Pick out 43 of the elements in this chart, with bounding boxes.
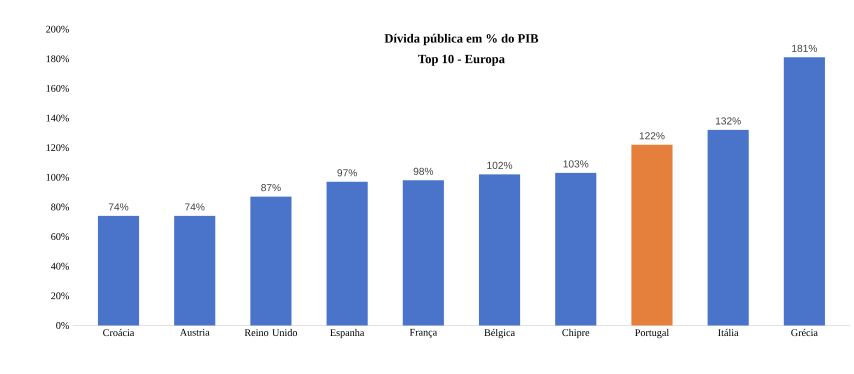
bar	[708, 130, 749, 326]
data-label: 122%	[640, 132, 665, 140]
x-tick-label: Bélgica	[484, 328, 515, 338]
y-tick-label: 140%	[46, 114, 70, 122]
x-tick-label: Espanha	[330, 328, 364, 338]
bar	[98, 216, 140, 326]
x-tick-label: Portugal	[635, 328, 669, 338]
x-tick-label: Reino Unido	[244, 328, 298, 336]
chart-title: Dívida pública em % do PIB	[384, 34, 538, 46]
y-tick-label: 40%	[50, 262, 70, 270]
data-label: 97%	[337, 169, 357, 176]
data-label: 102%	[487, 162, 512, 169]
data-label: 132%	[716, 117, 741, 125]
text: Top 10 - Europa	[418, 54, 505, 66]
y-tick-label: 100%	[46, 174, 70, 181]
bar	[555, 172, 596, 326]
y-tick-label: 180%	[46, 55, 70, 62]
y-tick-label: 60%	[51, 233, 70, 240]
data-label: 74%	[108, 203, 128, 210]
x-tick-label: Austria	[180, 328, 210, 336]
data-label: 103%	[564, 160, 588, 168]
bar	[326, 182, 368, 326]
y-tick-label: 80%	[51, 203, 70, 210]
x-tick-label: Chipre	[562, 328, 590, 338]
bar	[174, 216, 216, 326]
bar	[784, 57, 825, 326]
data-label: 87%	[261, 184, 281, 192]
x-tick-label: Grécia	[791, 328, 818, 336]
y-tick-label: 20%	[51, 292, 70, 300]
y-tick-label: 0%	[56, 322, 70, 329]
bar	[250, 196, 292, 326]
y-tick-label: 120%	[46, 144, 70, 152]
data-label: 98%	[414, 168, 434, 175]
bar	[478, 174, 520, 326]
x-tick-label: França	[410, 328, 438, 338]
bar	[631, 144, 673, 326]
y-tick-label: 160%	[46, 84, 70, 92]
bar	[402, 180, 444, 326]
data-label: 181%	[792, 44, 817, 52]
x-tick-label: Itália	[718, 328, 738, 336]
data-label: 74%	[185, 203, 205, 210]
y-tick-label: 200%	[46, 26, 70, 33]
x-tick-label: Croácia	[103, 328, 134, 336]
